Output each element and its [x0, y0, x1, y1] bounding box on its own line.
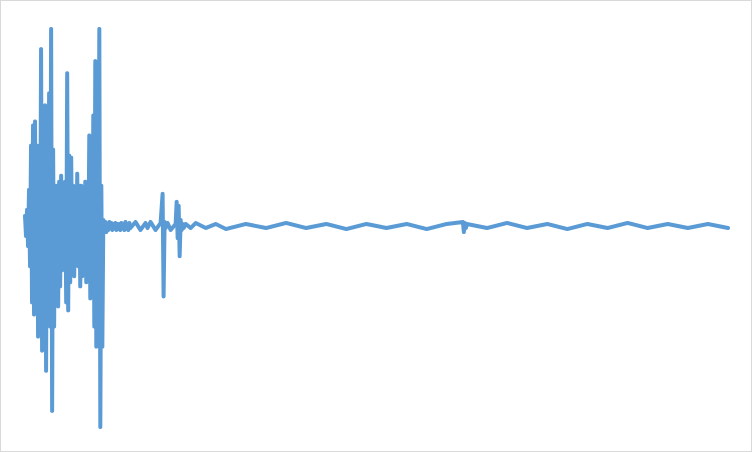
series-layer: [23, 27, 730, 429]
series-line-0: [23, 27, 730, 429]
